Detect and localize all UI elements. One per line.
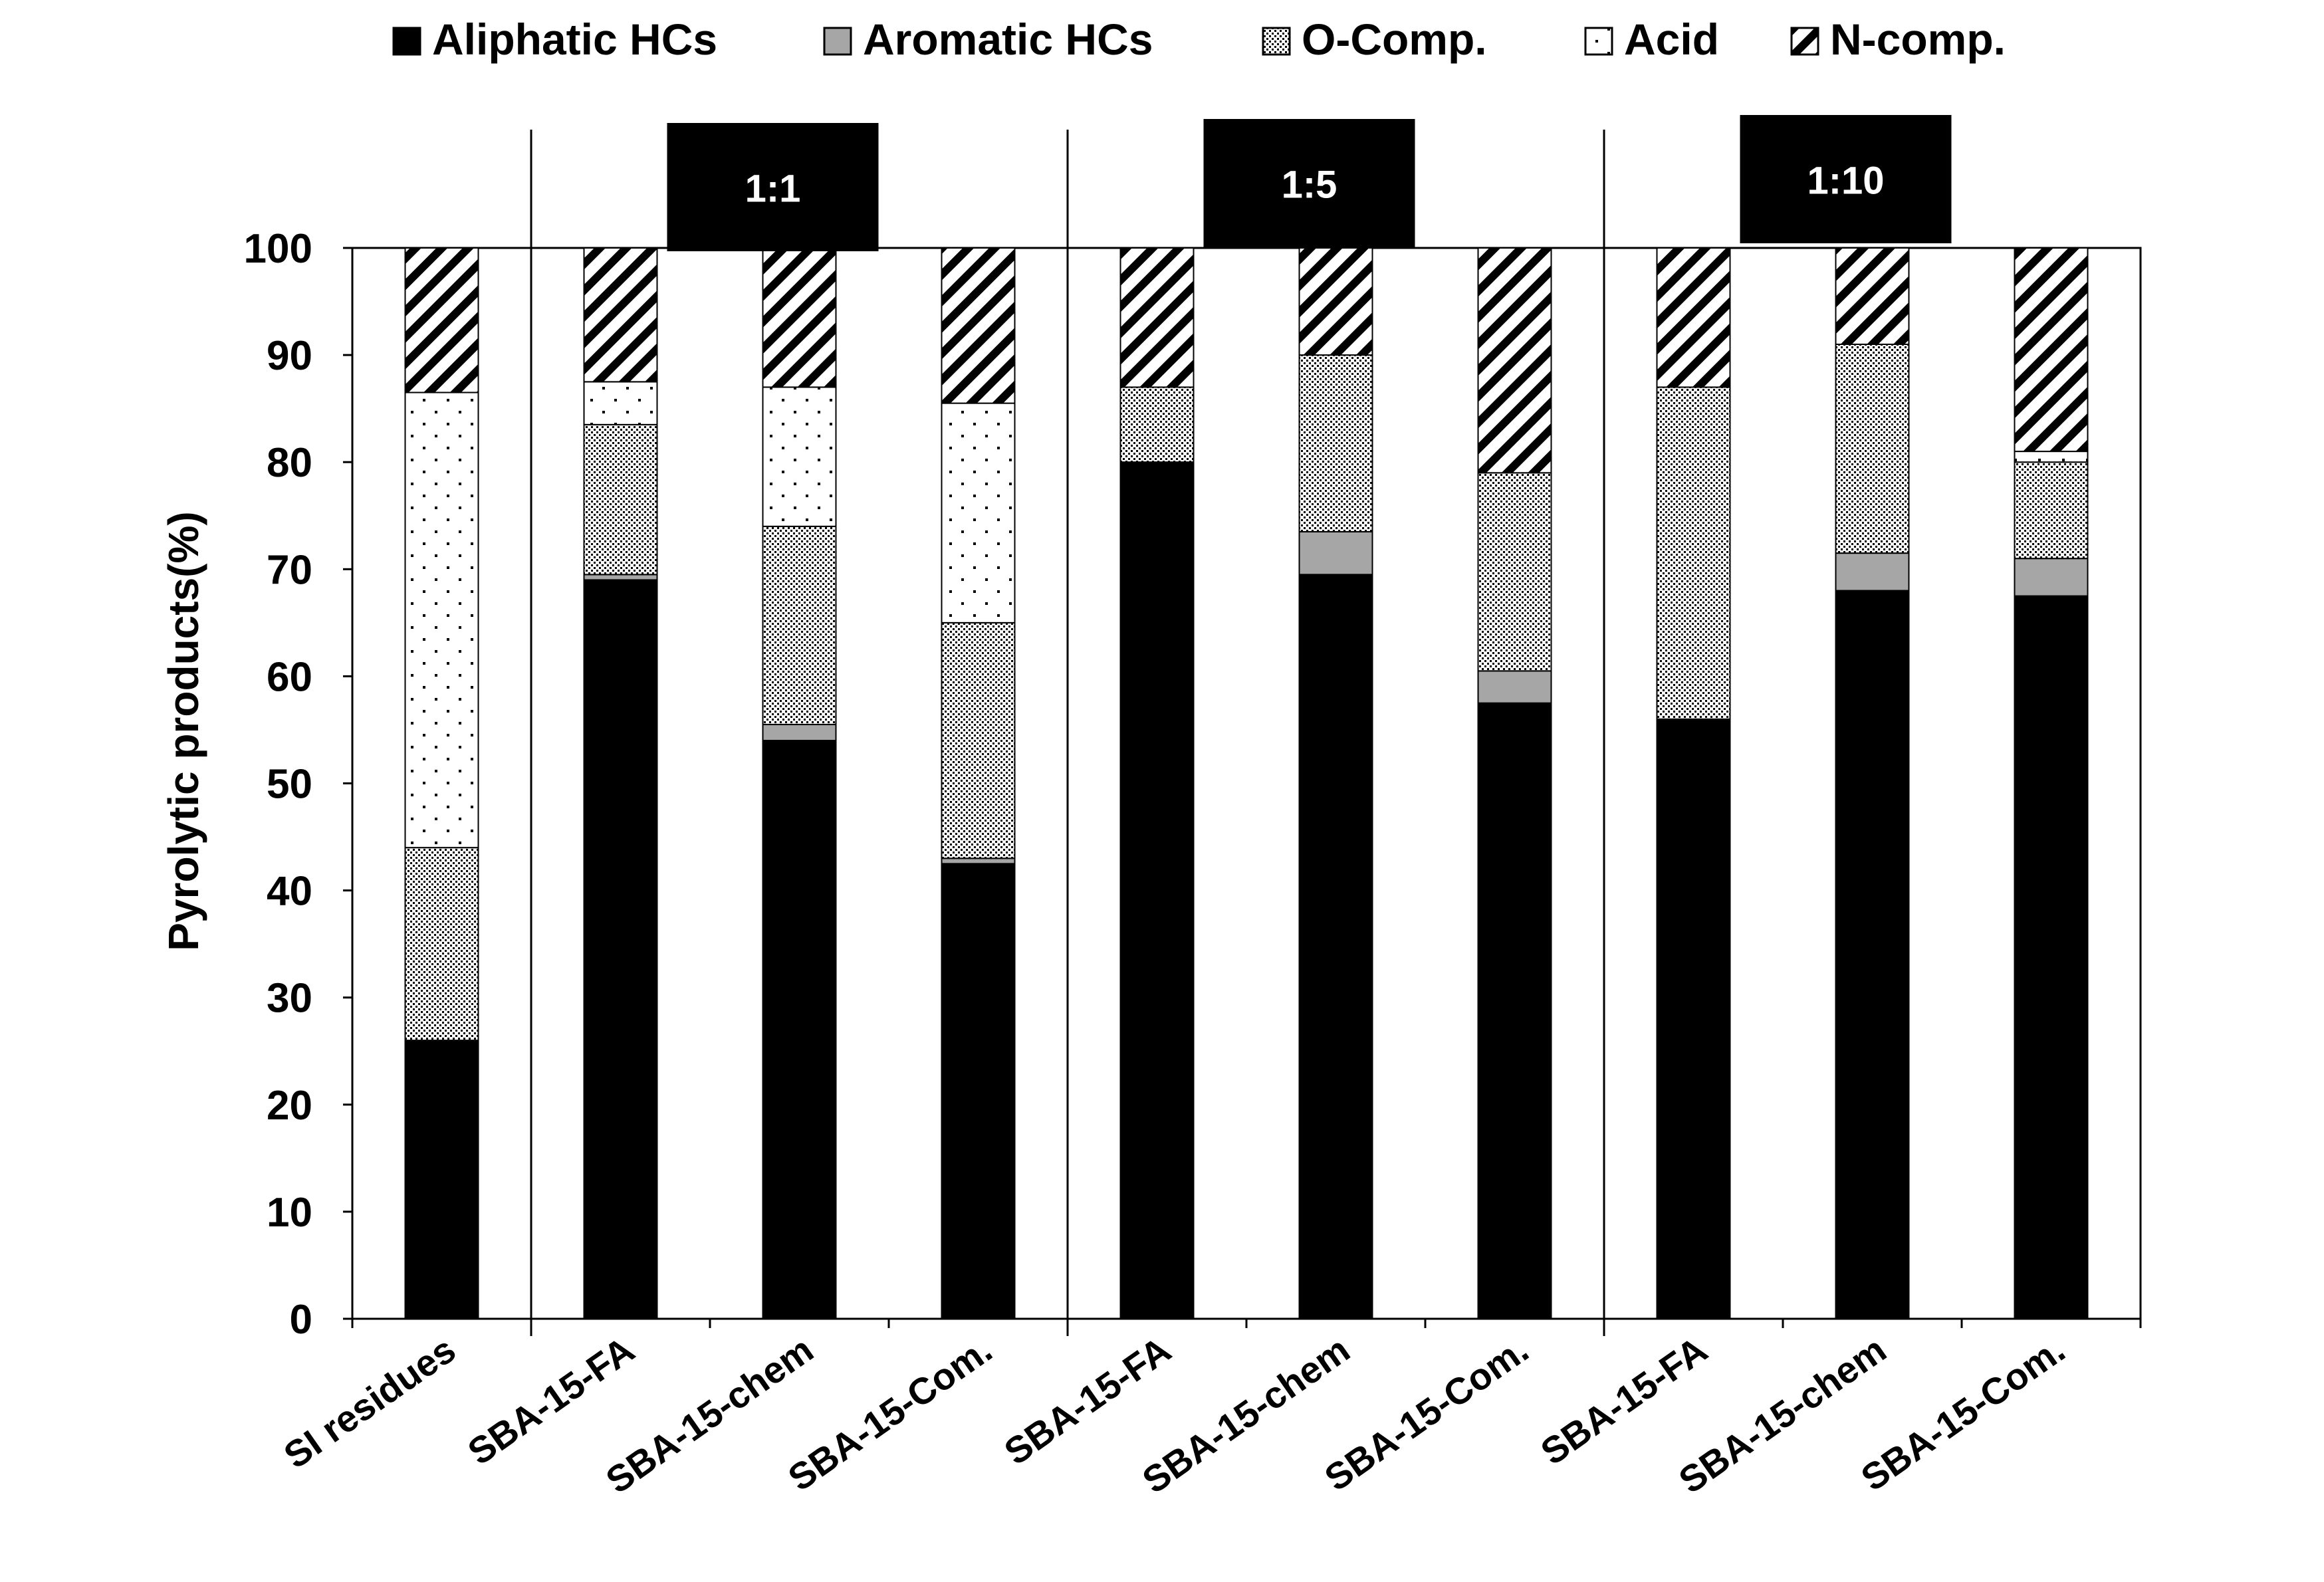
legend: Aliphatic HCs Aromatic HCs O-Comp. Acid N-co… <box>392 15 2006 64</box>
bar-segment-n-comp <box>583 247 658 383</box>
bar-segment-aliphatic-hcs <box>1656 718 1731 1319</box>
bar-segment-aliphatic-hcs <box>1298 574 1373 1319</box>
bar-segment-aliphatic-hcs <box>1477 702 1552 1320</box>
y-tick-label: 40 <box>267 869 312 915</box>
bar-segment-o-comp <box>1298 354 1373 532</box>
bar-segment-o-comp <box>1835 343 1910 554</box>
bar-segment-acid <box>583 381 658 425</box>
bar-segment-aliphatic-hcs <box>941 863 1016 1319</box>
legend-swatch <box>392 27 421 56</box>
bar-segment-o-comp <box>941 622 1016 859</box>
x-tick-label: SBA-15-FA <box>996 1328 1178 1473</box>
legend-swatch <box>1584 27 1613 56</box>
legend-label: Aliphatic HCs <box>432 15 717 64</box>
bar-segment-n-comp <box>1656 247 1731 388</box>
bar-segment-acid <box>762 386 837 527</box>
bar-segment-n-comp <box>1119 247 1195 388</box>
bar-segment-n-comp <box>762 247 837 388</box>
bar-segment-aliphatic-hcs <box>2014 595 2089 1320</box>
bar-segment-acid <box>2014 451 2089 463</box>
y-tick-label: 100 <box>244 226 312 272</box>
bar-segment-aromatic-hcs <box>2014 558 2089 597</box>
bar-segment-aliphatic-hcs <box>762 740 837 1320</box>
bar-segment-o-comp <box>2014 461 2089 560</box>
legend-swatch <box>823 27 852 56</box>
group-dividers <box>530 130 1605 1336</box>
legend-label: Aromatic HCs <box>863 15 1153 64</box>
bar-segment-aromatic-hcs <box>1477 670 1552 704</box>
y-tick-label: 20 <box>267 1083 312 1129</box>
bar-segment-n-comp <box>1298 247 1373 356</box>
bar-segment-aromatic-hcs <box>583 574 658 581</box>
legend-label: O-Comp. <box>1302 15 1487 64</box>
group-label-box <box>1740 115 1952 243</box>
y-axis: 0 10 20 30 40 50 60 70 80 90 100 <box>244 226 354 1343</box>
bars <box>404 247 2089 1320</box>
legend-label: N-comp. <box>1830 15 2006 64</box>
bar-segment-acid <box>941 402 1016 623</box>
bar-segment-aromatic-hcs <box>1835 552 1910 592</box>
x-tick-label: SBA-15-FA <box>460 1328 641 1473</box>
legend-swatch <box>1790 27 1819 56</box>
bar-segment-acid <box>404 392 479 849</box>
bar-segment-o-comp <box>1477 472 1552 672</box>
y-tick-label: 0 <box>290 1297 312 1343</box>
bar-segment-n-comp <box>404 247 479 394</box>
x-tick-label: SI residues <box>276 1328 463 1476</box>
bar-segment-aromatic-hcs <box>941 857 1016 865</box>
bar-segment-o-comp <box>1119 386 1195 463</box>
y-tick-label: 10 <box>267 1190 312 1236</box>
group-label: 1:10 <box>1807 160 1884 203</box>
bar-segment-aliphatic-hcs <box>1835 590 1910 1319</box>
bar-segment-aliphatic-hcs <box>1119 461 1195 1320</box>
bar-segment-aromatic-hcs <box>762 723 837 742</box>
bar-segment-aliphatic-hcs <box>404 1040 479 1319</box>
x-axis: SI residuesSBA-15-FASBA-15-chemSBA-15-Co… <box>276 1317 2142 1502</box>
bar-segment-aliphatic-hcs <box>583 579 658 1319</box>
y-axis-label: Pyrolytic products(%) <box>160 511 207 951</box>
legend-swatch <box>1262 27 1291 56</box>
y-tick-label: 50 <box>267 762 312 808</box>
bar-segment-n-comp <box>941 247 1016 404</box>
y-tick-label: 60 <box>267 654 312 700</box>
y-tick-label: 30 <box>267 976 312 1022</box>
bar-segment-o-comp <box>762 525 837 725</box>
bar-segment-n-comp <box>1477 247 1552 474</box>
x-tick-label: SBA-15-FA <box>1533 1328 1714 1473</box>
bar-segment-aromatic-hcs <box>1298 530 1373 576</box>
group-label: 1:5 <box>1282 164 1337 207</box>
bar-segment-n-comp <box>2014 247 2089 453</box>
group-label-box <box>1203 119 1415 247</box>
bar-segment-o-comp <box>404 847 479 1042</box>
group-label-box <box>667 123 879 251</box>
legend-label: Acid <box>1624 15 1719 64</box>
y-tick-label: 70 <box>267 547 312 593</box>
bar-segment-n-comp <box>1835 247 1910 345</box>
y-tick-label: 80 <box>267 440 312 486</box>
group-label: 1:1 <box>745 168 801 211</box>
bar-segment-o-comp <box>1656 386 1731 720</box>
y-tick-label: 90 <box>267 333 312 379</box>
bar-segment-o-comp <box>583 423 658 576</box>
group-labels: 1:1 1:5 1:10 <box>667 115 1952 251</box>
